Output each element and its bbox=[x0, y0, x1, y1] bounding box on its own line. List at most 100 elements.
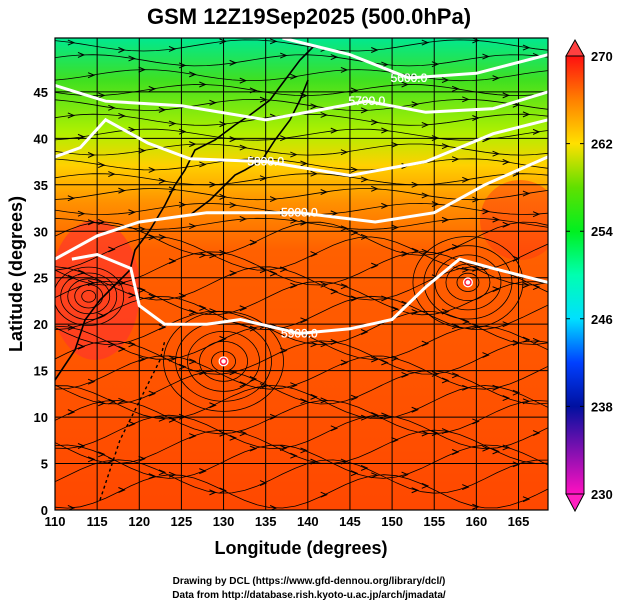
streamline bbox=[55, 128, 548, 141]
streamline-arrow bbox=[340, 149, 349, 156]
streamline-arrow bbox=[411, 487, 419, 494]
colorbar: 230 238 246 254 262 270 bbox=[565, 38, 613, 513]
streamline-arrow bbox=[189, 141, 197, 148]
colorbar-max-arrow bbox=[565, 38, 585, 57]
contour-label: 5600.0 bbox=[391, 71, 428, 85]
streamline-arrow bbox=[411, 406, 419, 413]
streamline-arrow bbox=[401, 250, 409, 257]
streamline-arrow bbox=[77, 210, 86, 217]
streamline-arrow bbox=[290, 282, 298, 289]
streamline-arrow bbox=[118, 397, 126, 404]
streamline-arrow bbox=[360, 176, 369, 183]
streamline-arrow bbox=[330, 425, 339, 432]
x-axis-label: Longitude (degrees) bbox=[214, 538, 387, 558]
streamline bbox=[55, 236, 548, 271]
streamline-arrow bbox=[441, 77, 450, 84]
streamline-arrow bbox=[522, 44, 531, 51]
streamline-arrow bbox=[462, 484, 470, 491]
streamline-arrow bbox=[330, 54, 339, 61]
streamline-arrow bbox=[482, 352, 490, 359]
streamline-arrow bbox=[189, 223, 197, 230]
vortex-centers bbox=[218, 277, 473, 367]
colorbar-scale bbox=[565, 55, 585, 495]
streamline-arrow bbox=[67, 409, 76, 416]
streamline-arrow bbox=[138, 455, 146, 462]
streamline-arrow bbox=[310, 393, 318, 400]
streamline-arrow bbox=[532, 337, 541, 344]
streamline bbox=[55, 98, 548, 111]
vortex-streamline bbox=[55, 266, 125, 326]
streamline-arrow bbox=[158, 324, 167, 331]
contour-line bbox=[55, 83, 548, 122]
y-tick-label: 0 bbox=[41, 503, 48, 518]
x-tick-label: 155 bbox=[423, 514, 445, 529]
streamline-arrow bbox=[128, 341, 136, 348]
streamline-arrow bbox=[158, 469, 167, 476]
streamline-arrow bbox=[421, 430, 430, 437]
streamline-arrow bbox=[67, 112, 76, 119]
streamline-arrow bbox=[138, 66, 146, 73]
streamline-arrow bbox=[441, 377, 450, 384]
streamline-arrow bbox=[87, 219, 96, 226]
streamline-arrow bbox=[280, 52, 288, 59]
streamline-arrow bbox=[462, 318, 470, 325]
streamline-arrow bbox=[310, 103, 318, 110]
streamline-arrow bbox=[532, 128, 541, 135]
y-tick-label: 25 bbox=[34, 271, 48, 286]
streamline-arrow bbox=[492, 286, 500, 293]
streamline-arrow bbox=[87, 378, 96, 385]
streamline-arrow bbox=[472, 38, 480, 44]
streamline-arrow bbox=[522, 111, 531, 118]
streamline-arrow bbox=[168, 258, 177, 265]
vortex-streamline bbox=[81, 290, 97, 303]
streamline-arrow bbox=[421, 340, 430, 347]
streamline-arrow bbox=[462, 176, 470, 183]
streamline-arrow bbox=[189, 71, 197, 78]
x-tick-label: 115 bbox=[87, 514, 108, 529]
streamline-arrow bbox=[168, 120, 177, 127]
streamline-arrow bbox=[340, 359, 349, 366]
x-tick-label: 135 bbox=[255, 514, 277, 529]
streamline-arrow bbox=[219, 487, 227, 494]
streamline bbox=[55, 280, 548, 316]
streamline-arrow bbox=[482, 208, 490, 215]
streamline-arrow bbox=[128, 55, 136, 62]
x-tick-label: 145 bbox=[339, 514, 361, 529]
streamline-arrow bbox=[77, 443, 86, 449]
streamline-arrow bbox=[381, 127, 389, 134]
colorbar-tick-label: 230 bbox=[591, 487, 613, 502]
y-tick-label: 35 bbox=[34, 178, 48, 193]
streamline-arrow bbox=[492, 216, 500, 223]
streamline-arrow bbox=[300, 447, 308, 454]
y-axis: 0 5 10 15 20 25 30 35 40 45 bbox=[34, 85, 48, 518]
streamline-arrow bbox=[269, 38, 278, 45]
streamline-arrow bbox=[532, 211, 541, 218]
contour-label: 5900.0 bbox=[281, 206, 318, 220]
y-tick-label: 30 bbox=[34, 224, 48, 239]
streamline-arrow bbox=[441, 216, 450, 223]
streamline-arrow bbox=[239, 77, 248, 84]
streamline-arrow bbox=[371, 185, 379, 192]
streamline-arrow bbox=[522, 282, 531, 289]
colorbar-tick-label: 254 bbox=[591, 224, 613, 239]
streamline-arrow bbox=[138, 356, 146, 363]
streamline bbox=[55, 370, 548, 405]
vortex-streamline bbox=[445, 263, 491, 302]
streamline-arrow bbox=[290, 73, 298, 80]
credit-dcl: Drawing by DCL (https://www.gfd-dennou.o… bbox=[173, 576, 446, 587]
streamline-arrow bbox=[502, 92, 511, 99]
streamline-arrow bbox=[209, 402, 217, 409]
contour-label: 5900.0 bbox=[281, 326, 318, 340]
streamline-arrow bbox=[229, 202, 237, 209]
streamline-arrow bbox=[118, 487, 126, 493]
streamline-arrow bbox=[421, 482, 430, 489]
streamline-arrow bbox=[148, 390, 157, 397]
x-tick-label: 140 bbox=[297, 514, 319, 529]
coastline-islands bbox=[99, 339, 166, 501]
streamline-arrow bbox=[128, 420, 136, 427]
contour-line bbox=[55, 155, 548, 261]
streamline-arrow bbox=[492, 448, 500, 455]
streamline-arrow bbox=[138, 147, 146, 154]
streamline bbox=[55, 474, 548, 509]
